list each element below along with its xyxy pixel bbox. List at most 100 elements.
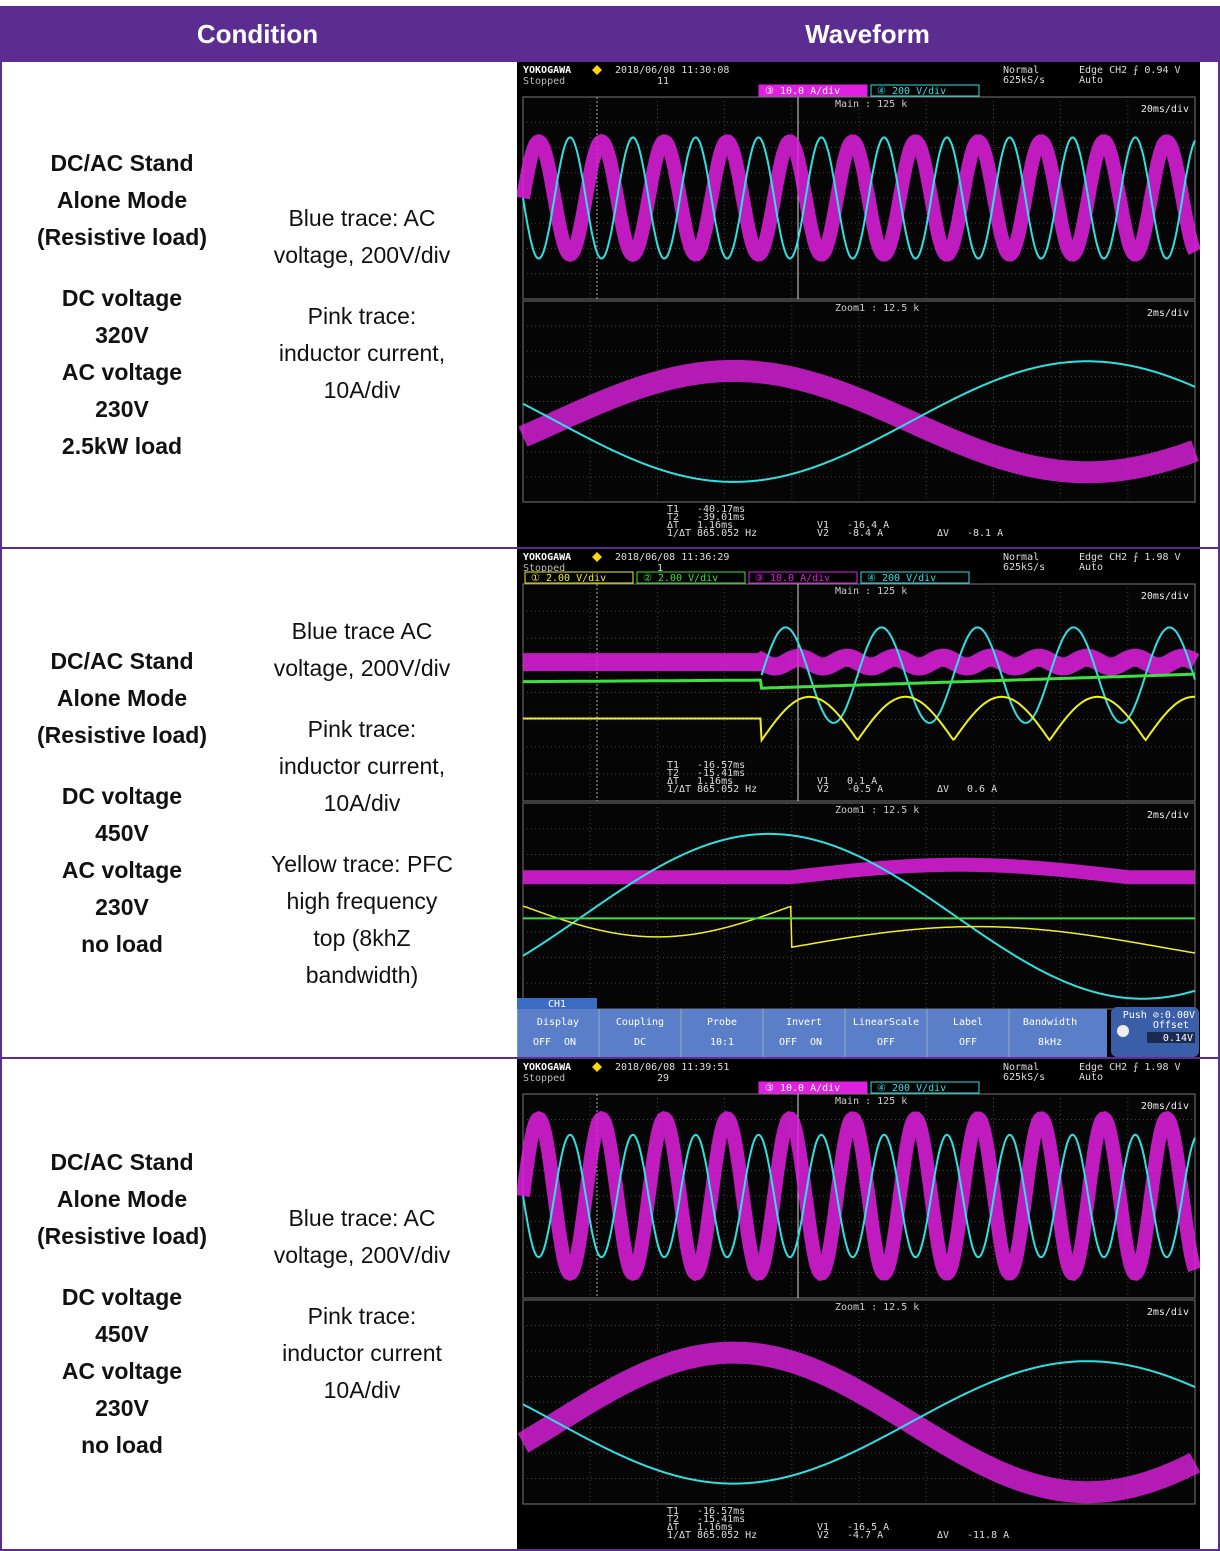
window-timebase: 20ms/div bbox=[1141, 591, 1189, 602]
condition-line: (Resistive load) bbox=[37, 1218, 207, 1255]
menu-title: LinearScale bbox=[853, 1017, 919, 1028]
condition-line: 320V bbox=[62, 317, 182, 354]
scope-brand: YOKOGAWA bbox=[523, 1062, 571, 1073]
window-timebase: 20ms/div bbox=[1141, 1101, 1189, 1112]
description-line: bandwidth) bbox=[271, 957, 453, 994]
menu-title: Invert bbox=[786, 1017, 822, 1028]
header-condition: Condition bbox=[0, 6, 515, 62]
menu-title: Probe bbox=[707, 1017, 737, 1028]
description-paragraph: Pink trace:inductor current10A/div bbox=[282, 1298, 442, 1409]
condition-line: AC voltage bbox=[62, 354, 182, 391]
condition-line: (Resistive load) bbox=[37, 219, 207, 256]
condition-line: Alone Mode bbox=[37, 182, 207, 219]
table-row: DC/AC StandAlone Mode(Resistive load) DC … bbox=[0, 1059, 1220, 1551]
readout-label: V2 bbox=[817, 1530, 829, 1541]
description-paragraph: Blue trace ACvoltage, 200V/div bbox=[274, 613, 450, 687]
readout-value: 865.052 Hz bbox=[697, 528, 757, 539]
readout-label: ΔV bbox=[937, 784, 949, 795]
readout-label: 1/ΔT bbox=[667, 784, 691, 795]
scope-brand: YOKOGAWA bbox=[523, 552, 571, 563]
description-line: top (8khZ bbox=[271, 920, 453, 957]
scope-trigger-mode: Auto bbox=[1079, 562, 1103, 573]
condition-line: DC/AC Stand bbox=[37, 145, 207, 182]
description-line: inductor current, bbox=[279, 335, 445, 372]
readout-value: -8.4 A bbox=[847, 528, 883, 539]
description-line: Blue trace: AC bbox=[274, 1200, 450, 1237]
menu-title: Label bbox=[953, 1017, 983, 1028]
channel-label: ④ 200 V/div bbox=[867, 573, 936, 584]
condition-paragraph: DC voltage450VAC voltage230Vno load bbox=[62, 1279, 182, 1464]
scope-screenshot: YOKOGAWAStopped2018/06/08 11:39:5129Norm… bbox=[517, 1059, 1200, 1549]
menu-title: Bandwidth bbox=[1023, 1017, 1077, 1028]
window-timebase: 20ms/div bbox=[1141, 104, 1189, 115]
menu-tab-label: CH1 bbox=[548, 999, 566, 1010]
scope-datetime: 2018/06/08 11:30:08 bbox=[615, 65, 729, 76]
readout-value: 865.052 Hz bbox=[697, 1530, 757, 1541]
condition-line: DC/AC Stand bbox=[37, 643, 207, 680]
scope-rate: 625kS/s bbox=[1003, 1072, 1045, 1083]
scope-screenshot: YOKOGAWAStopped2018/06/08 11:30:0811Norm… bbox=[517, 62, 1200, 547]
readout-label: V2 bbox=[817, 784, 829, 795]
condition-line: Alone Mode bbox=[37, 680, 207, 717]
description-paragraph: Blue trace: ACvoltage, 200V/div bbox=[274, 200, 450, 274]
description-line: Pink trace: bbox=[279, 298, 445, 335]
description-paragraph: Pink trace:inductor current,10A/div bbox=[279, 298, 445, 409]
condition-line: DC voltage bbox=[62, 1279, 182, 1316]
offset-title: Offset bbox=[1153, 1020, 1189, 1031]
description-paragraph: Pink trace:inductor current,10A/div bbox=[279, 711, 445, 822]
menu-value: OFF bbox=[877, 1037, 895, 1048]
menu-value: 10:1 bbox=[710, 1037, 734, 1048]
offset-value: 0.14V bbox=[1163, 1033, 1193, 1044]
scope-screenshot: YOKOGAWAStopped2018/06/08 11:36:291Norma… bbox=[517, 549, 1200, 1057]
condition-line: DC voltage bbox=[62, 280, 182, 317]
description-line: voltage, 200V/div bbox=[274, 1237, 450, 1274]
condition-line: DC voltage bbox=[62, 778, 182, 815]
condition-paragraph: DC voltage450VAC voltage230Vno load bbox=[62, 778, 182, 963]
description-line: 10A/div bbox=[282, 1372, 442, 1409]
condition-line: 2.5kW load bbox=[62, 428, 182, 465]
readout-value: -8.1 A bbox=[967, 528, 1003, 539]
scope-rate: 625kS/s bbox=[1003, 562, 1045, 573]
condition-line: Alone Mode bbox=[37, 1181, 207, 1218]
condition-line: no load bbox=[62, 1427, 182, 1464]
readout-value: -11.8 A bbox=[967, 1530, 1009, 1541]
channel-label: ② 2.00 V/div bbox=[643, 573, 718, 584]
description-line: Pink trace: bbox=[282, 1298, 442, 1335]
readout-label: ΔV bbox=[937, 1530, 949, 1541]
menu-value: DC bbox=[634, 1037, 646, 1048]
scope-rate: 625kS/s bbox=[1003, 75, 1045, 86]
channel-label: ③ 10.0 A/div bbox=[765, 1083, 840, 1094]
description-line: voltage, 200V/div bbox=[274, 237, 450, 274]
readout-label: 1/ΔT bbox=[667, 1530, 691, 1541]
offset-knob bbox=[1117, 1025, 1129, 1037]
scope-trigger-mode: Auto bbox=[1079, 75, 1103, 86]
menu-value: OFF bbox=[533, 1037, 551, 1048]
description-line: Blue trace AC bbox=[274, 613, 450, 650]
description-paragraph: Blue trace: ACvoltage, 200V/div bbox=[274, 1200, 450, 1274]
readout-label: ΔV bbox=[937, 528, 949, 539]
channel-label: ④ 200 V/div bbox=[877, 86, 946, 97]
channel-label: ③ 10.0 A/div bbox=[755, 573, 830, 584]
scope-status: Stopped bbox=[523, 1073, 565, 1084]
scope-datetime: 2018/06/08 11:39:51 bbox=[615, 1062, 729, 1073]
window-timebase: 2ms/div bbox=[1147, 810, 1189, 821]
description-line: inductor current bbox=[282, 1335, 442, 1372]
readout-value: 0.6 A bbox=[967, 784, 997, 795]
condition-cell: DC/AC StandAlone Mode(Resistive load)DC … bbox=[2, 549, 242, 1057]
description-cell: Blue trace: ACvoltage, 200V/div Pink trac… bbox=[242, 62, 482, 547]
menu-value: 8kHz bbox=[1038, 1037, 1062, 1048]
description-line: 10A/div bbox=[279, 785, 445, 822]
menu-title: Display bbox=[537, 1017, 579, 1028]
menu-value: ON bbox=[564, 1037, 576, 1048]
scope-count: 11 bbox=[657, 76, 669, 87]
readout-value: -4.7 A bbox=[847, 1530, 883, 1541]
condition-paragraph: DC/AC StandAlone Mode(Resistive load) bbox=[37, 145, 207, 256]
condition-paragraph: DC/AC StandAlone Mode(Resistive load) bbox=[37, 1144, 207, 1255]
condition-line: DC/AC Stand bbox=[37, 1144, 207, 1181]
window-label: Zoom1 : 12.5 k bbox=[835, 303, 919, 314]
window-timebase: 2ms/div bbox=[1147, 1307, 1189, 1318]
